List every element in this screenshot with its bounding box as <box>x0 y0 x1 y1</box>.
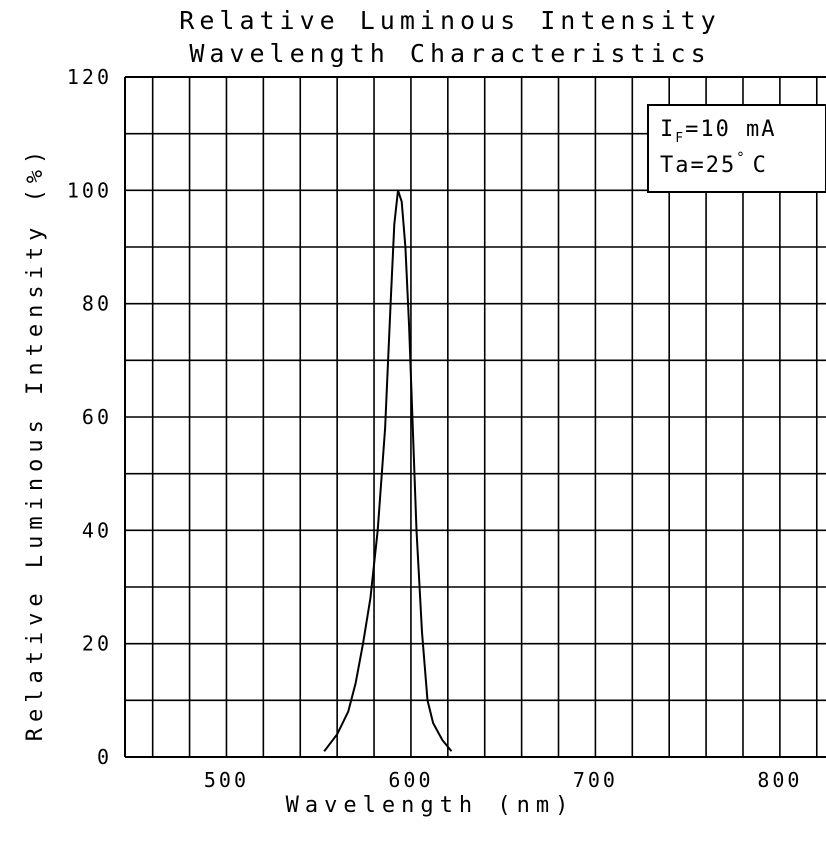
if-subscript: F <box>675 131 685 146</box>
y-axis-label: Relative Luminous Intensity (%) <box>23 145 48 742</box>
y-tick-label: 60 <box>82 405 112 429</box>
y-tick-labels: 0 20 40 60 80 100 120 <box>67 65 112 769</box>
x-axis-label: Wavelength (nm) <box>286 793 575 818</box>
ta-value: Ta=25 <box>660 153 736 178</box>
y-tick-label: 20 <box>82 632 112 656</box>
chart-title: Relative Luminous Intensity <box>179 6 720 35</box>
series-line <box>323 189 453 752</box>
condition-ta: Ta=25° C <box>660 150 768 178</box>
chart-subtitle: Wavelength Characteristics <box>189 39 710 68</box>
x-tick-label: 800 <box>757 768 802 792</box>
x-tick-label: 600 <box>388 768 433 792</box>
y-tick-label: 120 <box>67 65 112 89</box>
condition-box <box>647 104 826 193</box>
ta-unit: C <box>753 153 768 178</box>
y-tick-label: 40 <box>82 518 112 542</box>
degree-mark: ° <box>736 150 746 166</box>
y-tick-label: 100 <box>67 178 112 202</box>
x-tick-labels: 500 600 700 800 <box>204 768 802 792</box>
condition-if: IF=10 mA <box>660 117 777 146</box>
x-tick-label: 700 <box>573 768 618 792</box>
legend-box: IF=10 mA Ta=25° C <box>647 104 826 193</box>
grid <box>124 76 826 758</box>
x-tick-label: 500 <box>204 768 249 792</box>
y-tick-label: 80 <box>82 292 112 316</box>
y-tick-label: 0 <box>97 745 112 769</box>
if-value: =10 mA <box>685 117 776 142</box>
if-prefix: I <box>660 117 675 142</box>
